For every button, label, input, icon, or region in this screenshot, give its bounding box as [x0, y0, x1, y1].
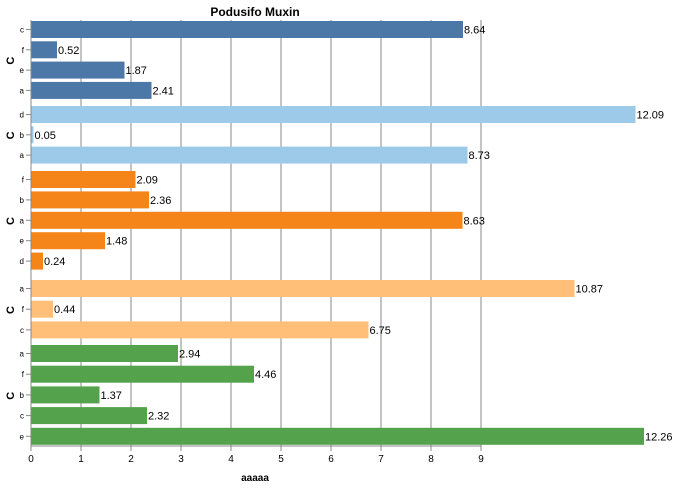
chart-title: Podusifo Muxin: [210, 5, 299, 19]
data-label: 8.63: [464, 215, 485, 227]
data-label: 12.26: [645, 431, 673, 443]
y-tick-label: a: [20, 86, 25, 95]
x-axis: 0 1 2 3 4 5 6 7 8 9: [28, 20, 484, 465]
data-label: 2.32: [148, 411, 169, 423]
y-tick-label: d: [20, 257, 24, 266]
y-tick-label: f: [22, 176, 25, 185]
bar: [31, 407, 147, 425]
y-tick-label: f: [22, 305, 25, 314]
x-tick-label: 8: [428, 454, 434, 465]
x-tick-label: 2: [128, 454, 134, 465]
x-tick-label: 1: [78, 454, 84, 465]
data-label: 2.36: [150, 195, 171, 207]
bar: [31, 126, 34, 144]
bar: [31, 41, 57, 59]
y-tick-label: f: [22, 370, 25, 379]
bar: [31, 280, 575, 297]
data-label: 10.87: [576, 284, 604, 296]
bars: c 8.64 f 0.52 e 1.87 a 2.41 d 12.09 b 0.05 a 8.73 f 2.0…: [20, 21, 673, 445]
data-label: 0.44: [54, 304, 75, 316]
data-label: 1.37: [101, 390, 122, 402]
y-tick-label: e: [20, 237, 25, 246]
y-tick-label: c: [20, 412, 24, 421]
x-tick-label: 4: [228, 454, 234, 465]
y-tick-label: c: [20, 26, 24, 35]
data-label: 2.94: [179, 349, 200, 361]
data-label: 1.87: [126, 65, 147, 77]
bar: [31, 171, 136, 188]
data-label: 1.48: [106, 236, 127, 248]
data-label: 0.24: [44, 256, 65, 268]
y-tick-label: b: [20, 131, 25, 140]
data-label: 2.09: [137, 175, 158, 187]
bar: [31, 300, 53, 318]
data-label: 6.75: [370, 325, 391, 337]
y-tick-label: a: [20, 151, 25, 160]
bar: [31, 21, 463, 38]
y-tick-label: d: [20, 111, 24, 120]
data-label: 8.64: [464, 25, 485, 37]
y-tick-label: a: [20, 216, 25, 225]
group-label: C: [5, 392, 17, 400]
bar: [31, 146, 468, 164]
bar: [31, 345, 178, 362]
x-tick-label: 9: [478, 454, 484, 465]
group-labels: C C C C C: [5, 57, 17, 400]
bar: [31, 81, 152, 99]
data-label: 8.73: [469, 150, 490, 162]
y-tick-label: e: [20, 66, 25, 75]
y-tick-label: b: [20, 391, 25, 400]
x-tick-label: 3: [178, 454, 184, 465]
y-tick-label: a: [20, 285, 25, 294]
bar: [31, 106, 636, 123]
bar: [31, 365, 254, 383]
bar: [31, 427, 644, 445]
data-label: 4.46: [255, 369, 276, 381]
data-label: 2.41: [153, 85, 174, 97]
data-label: 12.09: [637, 110, 665, 122]
bar: [31, 191, 149, 209]
y-tick-label: e: [20, 432, 25, 441]
y-tick-label: a: [20, 350, 25, 359]
data-label: 0.52: [58, 45, 79, 57]
bar: [31, 252, 43, 270]
bar: [31, 321, 369, 339]
x-tick-label: 0: [28, 454, 34, 465]
bar: [31, 386, 100, 404]
group-label: C: [5, 57, 17, 65]
x-tick-label: 5: [278, 454, 284, 465]
group-label: C: [5, 306, 17, 314]
y-tick-label: b: [20, 196, 25, 205]
bar: [31, 61, 125, 79]
data-label: 0.05: [35, 130, 56, 142]
x-tick-label: 7: [378, 454, 384, 465]
y-tick-label: c: [20, 326, 24, 335]
x-axis-title: aaaaa: [241, 473, 269, 484]
bar: [31, 232, 105, 250]
x-tick-label: 6: [328, 454, 334, 465]
bar: [31, 211, 463, 229]
group-label: C: [5, 217, 17, 225]
group-label: C: [5, 131, 17, 139]
y-tick-label: f: [22, 46, 25, 55]
